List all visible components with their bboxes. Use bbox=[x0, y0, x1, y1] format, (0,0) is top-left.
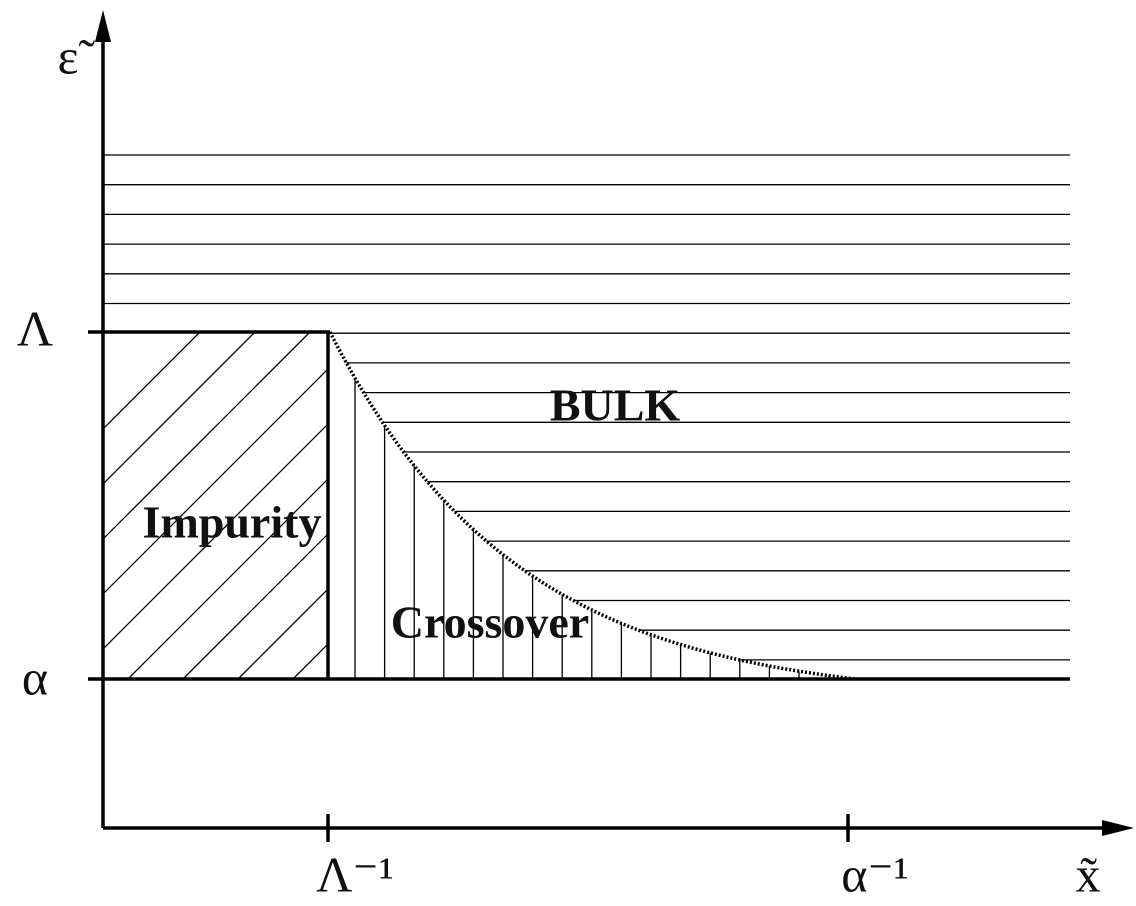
hatching bbox=[103, 154, 1070, 679]
y-arrow bbox=[95, 10, 111, 42]
x-tick-label: α⁻¹ bbox=[841, 846, 909, 902]
y-axis-label: ε̃ bbox=[58, 28, 96, 84]
bulk-label: BULK bbox=[550, 380, 681, 431]
hatch-line bbox=[127, 478, 328, 679]
hatch-line bbox=[103, 423, 328, 650]
y-tick-label: Λ bbox=[17, 300, 53, 356]
hatch-line bbox=[237, 588, 328, 679]
hatch-line bbox=[103, 332, 256, 485]
crossover-label: Crossover bbox=[391, 597, 589, 648]
y-tick-label: α bbox=[22, 649, 48, 705]
hatch-line bbox=[103, 332, 311, 540]
crossover-curve bbox=[328, 331, 856, 681]
hatch-line bbox=[103, 332, 201, 430]
impurity-label: Impurity bbox=[143, 497, 322, 548]
hatch-line bbox=[182, 533, 328, 679]
impurity-hatch bbox=[103, 332, 328, 679]
x-tick-label: Λ⁻¹ bbox=[316, 846, 394, 902]
x-axis-label: x̃ bbox=[1076, 846, 1101, 902]
x-arrow bbox=[1102, 820, 1134, 836]
hatch-line bbox=[103, 368, 328, 595]
